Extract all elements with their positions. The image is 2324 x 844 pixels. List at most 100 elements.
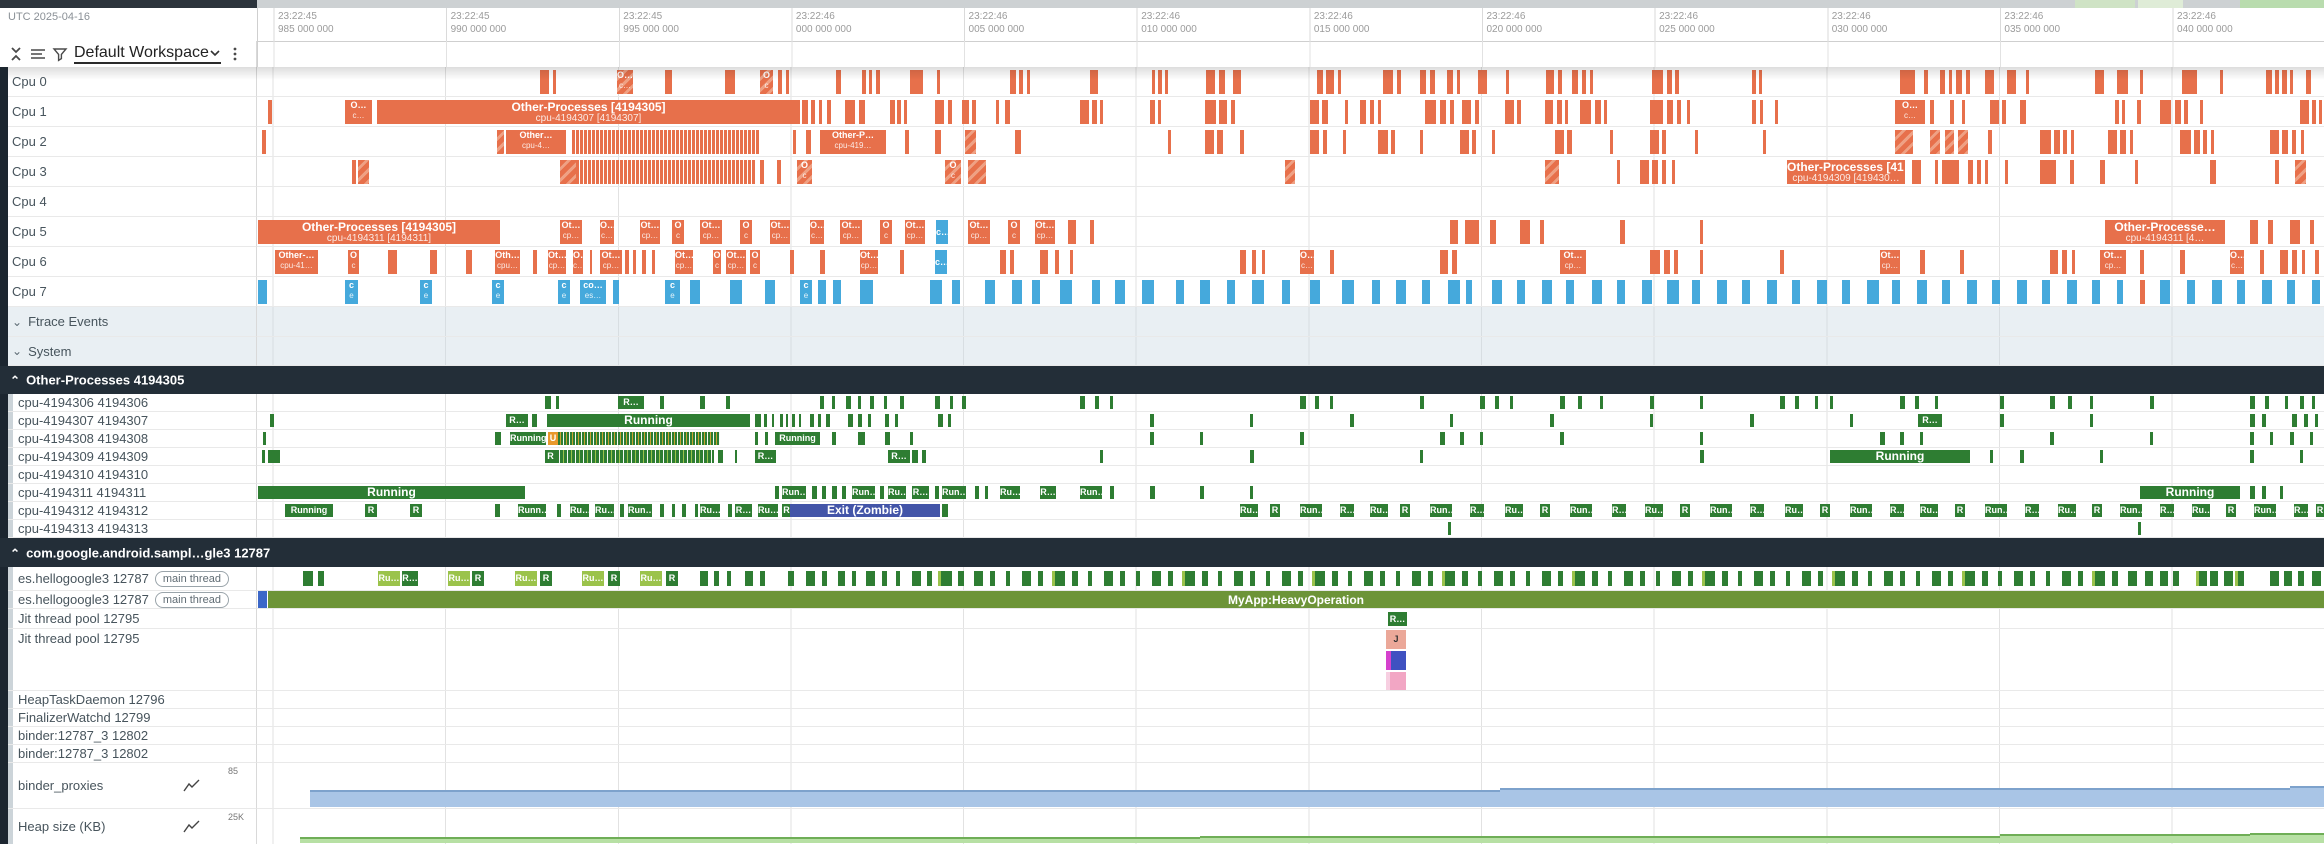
slice[interactable] xyxy=(2005,160,2008,184)
track-row-cpu-4194307-4194307[interactable]: cpu-4194307 4194307 R… Running R… xyxy=(0,412,2324,430)
slice[interactable] xyxy=(532,414,537,427)
slice[interactable] xyxy=(1842,280,1850,304)
slice[interactable] xyxy=(388,250,397,274)
slice[interactable] xyxy=(1767,280,1777,304)
slice[interactable] xyxy=(900,396,904,409)
slice[interactable] xyxy=(2203,130,2207,154)
slice[interactable] xyxy=(700,396,705,409)
slice[interactable]: R… xyxy=(506,414,528,427)
slice[interactable] xyxy=(1006,571,1010,586)
slice[interactable] xyxy=(1217,130,1223,154)
slice[interactable] xyxy=(1742,280,1750,304)
slice[interactable] xyxy=(2200,100,2203,124)
slice[interactable] xyxy=(1323,130,1327,154)
slice[interactable] xyxy=(2180,250,2185,274)
slice[interactable] xyxy=(2312,100,2316,124)
slice[interactable] xyxy=(1055,571,1065,586)
slice[interactable] xyxy=(1738,571,1742,586)
slice[interactable] xyxy=(990,571,995,586)
slice[interactable] xyxy=(1055,250,1059,274)
slice[interactable] xyxy=(1312,571,1315,586)
slice[interactable] xyxy=(1542,280,1552,304)
slice[interactable] xyxy=(2173,571,2179,586)
slice[interactable] xyxy=(2312,571,2321,586)
slice[interactable] xyxy=(1452,250,1457,274)
track-lane[interactable] xyxy=(257,745,2324,763)
slice[interactable] xyxy=(1818,571,1823,586)
slice[interactable] xyxy=(2292,130,2296,154)
slice[interactable] xyxy=(1090,70,1098,94)
track-shell[interactable]: cpu-4194306 4194306 xyxy=(0,394,257,412)
slice[interactable] xyxy=(1027,70,1030,94)
slice[interactable]: R xyxy=(782,504,791,517)
slice[interactable] xyxy=(352,160,356,184)
slice[interactable]: Run… xyxy=(1850,504,1872,517)
track-row-cpu-4194312-4194312[interactable]: cpu-4194312 4194312 Running R R Runn… Ru… Ru… R… xyxy=(0,502,2324,520)
slice[interactable] xyxy=(2184,100,2188,124)
slice[interactable] xyxy=(642,250,646,274)
slice[interactable] xyxy=(1080,396,1085,409)
slice[interactable]: Ot… cp… xyxy=(968,220,990,244)
slice[interactable] xyxy=(1457,70,1460,94)
slice[interactable]: Ru… xyxy=(888,486,906,499)
slice[interactable] xyxy=(1780,396,1785,409)
slice[interactable] xyxy=(1802,571,1811,586)
slice[interactable]: R… xyxy=(1040,486,1056,499)
slice[interactable] xyxy=(1250,414,1253,427)
slice[interactable] xyxy=(2260,250,2264,274)
slice[interactable]: R… xyxy=(1388,612,1407,626)
slice[interactable] xyxy=(1250,450,1254,463)
slice[interactable] xyxy=(1750,414,1754,427)
slice[interactable] xyxy=(2072,250,2075,274)
slice[interactable] xyxy=(1282,571,1291,586)
slice[interactable] xyxy=(775,486,779,499)
slice[interactable] xyxy=(1080,100,1089,124)
slice[interactable] xyxy=(1985,70,1994,94)
slice[interactable]: R xyxy=(666,571,678,586)
slice[interactable]: Run… xyxy=(1430,504,1452,517)
slice[interactable] xyxy=(2067,280,2077,304)
slice[interactable] xyxy=(1884,571,1893,586)
slice[interactable] xyxy=(2280,486,2283,499)
process-group-header[interactable]: ⌃ com.google.android.sampl…gle3 12787 xyxy=(10,545,271,560)
track-lane[interactable]: R… xyxy=(257,609,2324,629)
slice[interactable] xyxy=(2100,160,2105,184)
slice[interactable] xyxy=(1168,571,1173,586)
slice[interactable] xyxy=(1930,100,1934,124)
slice[interactable] xyxy=(1880,432,1885,445)
slice[interactable]: O…c… xyxy=(573,250,583,274)
slice[interactable] xyxy=(2002,100,2006,124)
slice[interactable] xyxy=(1948,571,1953,586)
slice[interactable] xyxy=(2050,396,2055,409)
slice[interactable] xyxy=(1282,280,1290,304)
slice[interactable] xyxy=(1475,100,1479,124)
slice[interactable] xyxy=(572,130,760,154)
slice[interactable] xyxy=(858,396,861,409)
slice[interactable] xyxy=(930,280,942,304)
slice[interactable]: Ru… xyxy=(2058,504,2076,517)
slice[interactable] xyxy=(358,160,369,184)
slice[interactable] xyxy=(1300,396,1306,409)
timeline-ruler[interactable]: UTC 2025-04-16 23:22:45 985 000 000 23:22:… xyxy=(0,8,2324,42)
slice[interactable] xyxy=(1420,450,1423,463)
slice[interactable] xyxy=(1692,280,1700,304)
slice[interactable] xyxy=(912,450,918,463)
slice[interactable] xyxy=(1935,160,1938,184)
slice[interactable]: Exit (Zombie) xyxy=(790,504,940,517)
slice[interactable] xyxy=(2268,220,2273,244)
slice[interactable] xyxy=(590,250,592,274)
slice[interactable] xyxy=(890,100,895,124)
slice[interactable] xyxy=(1830,396,1833,409)
track-lane[interactable]: R… xyxy=(257,394,2324,412)
slice[interactable] xyxy=(1557,100,1562,124)
slice[interactable]: R… xyxy=(1918,414,1942,427)
slice[interactable]: Run… xyxy=(1570,504,1592,517)
track-row-cpu-4194306-4194306[interactable]: cpu-4194306 4194306 R… xyxy=(0,394,2324,412)
slice[interactable] xyxy=(2100,450,2103,463)
slice[interactable]: R xyxy=(2226,504,2236,517)
slice[interactable] xyxy=(1440,432,1445,445)
slice[interactable]: R xyxy=(608,571,620,586)
slice[interactable] xyxy=(745,571,753,586)
slice[interactable] xyxy=(1722,571,1728,586)
